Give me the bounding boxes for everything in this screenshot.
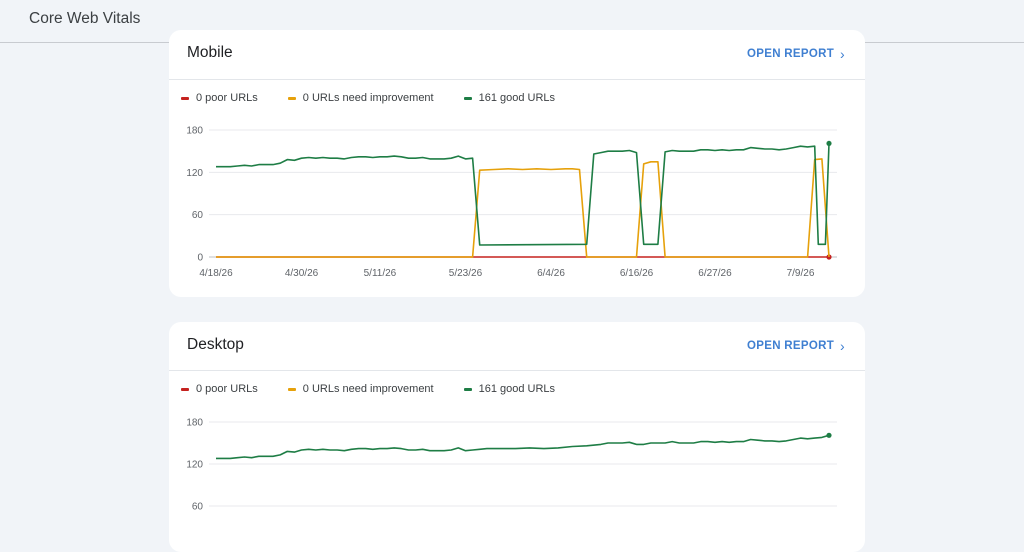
mobile-chart: 0 60 120 180 4/18/26 4/30/26 5/11/26 5/23/26 6/4… [186,126,837,279]
y-tick-label: 120 [186,168,203,179]
legend-item-needs-improvement[interactable]: 0 URLs need improvement [287,92,434,104]
legend-swatch-good [463,96,472,100]
series-line [216,143,830,246]
y-tick-label: 180 [186,126,203,137]
mobile-card-title: Mobile [187,44,233,61]
mobile-legend: 0 poor URLs 0 URLs need improvement 161 … [181,91,585,105]
legend-item-poor[interactable]: 0 poor URLs [181,383,258,395]
y-tick-label: 180 [186,418,203,429]
legend-swatch-needs-improvement [287,387,296,391]
series-line [216,434,830,460]
x-tick-label: 7/9/26 [787,268,815,279]
open-report-label: OPEN REPORT [747,48,835,60]
x-tick-label: 6/16/26 [620,268,654,279]
legend-swatch-needs-improvement [287,96,296,100]
x-tick-label: 6/27/26 [698,268,732,279]
legend-swatch-poor [181,387,189,391]
legend-label-needs-improvement: 0 URLs need improvement [302,92,434,104]
y-tick-label: 0 [197,253,203,264]
mobile-open-report-link[interactable]: OPEN REPORT › [747,45,845,62]
desktop-card-title: Desktop [187,336,244,353]
legend-label-poor: 0 poor URLs [196,383,258,395]
legend-item-poor[interactable]: 0 poor URLs [181,92,258,104]
desktop-card-header: Desktop OPEN REPORT › [169,322,865,371]
legend-label-good: 161 good URLs [478,92,556,104]
chevron-right-icon: › [840,337,845,354]
desktop-card: Desktop OPEN REPORT › 0 poor URLs 0 URLs… [169,322,865,552]
legend-label-needs-improvement: 0 URLs need improvement [302,383,434,395]
y-tick-label: 60 [192,210,204,221]
mobile-card-header: Mobile OPEN REPORT › [169,30,865,80]
legend-item-good[interactable]: 161 good URLs [463,383,556,395]
x-tick-label: 4/30/26 [285,268,319,279]
page-title: Core Web Vitals [29,10,141,27]
legend-label-good: 161 good URLs [478,383,556,395]
legend-label-poor: 0 poor URLs [196,92,258,104]
open-report-label: OPEN REPORT [747,340,835,352]
x-tick-label: 5/23/26 [449,268,483,279]
legend-item-needs-improvement[interactable]: 0 URLs need improvement [287,383,434,395]
desktop-chart: 60 120 180 [186,418,837,513]
y-tick-label: 60 [192,502,204,513]
desktop-open-report-link[interactable]: OPEN REPORT › [747,337,845,354]
series-end-point [826,432,832,438]
desktop-legend: 0 poor URLs 0 URLs need improvement 161 … [181,382,585,396]
series-end-point [826,140,832,147]
legend-item-good[interactable]: 161 good URLs [463,92,556,104]
x-tick-label: 5/11/26 [364,268,397,279]
y-tick-label: 120 [186,460,203,471]
x-tick-label: 4/18/26 [199,268,233,279]
legend-swatch-good [463,387,472,391]
legend-swatch-poor [181,96,189,100]
series-line [216,158,830,258]
x-tick-label: 6/4/26 [537,268,565,279]
chevron-right-icon: › [840,45,845,62]
mobile-card: Mobile OPEN REPORT › 0 poor URLs 0 URLs … [169,30,865,297]
